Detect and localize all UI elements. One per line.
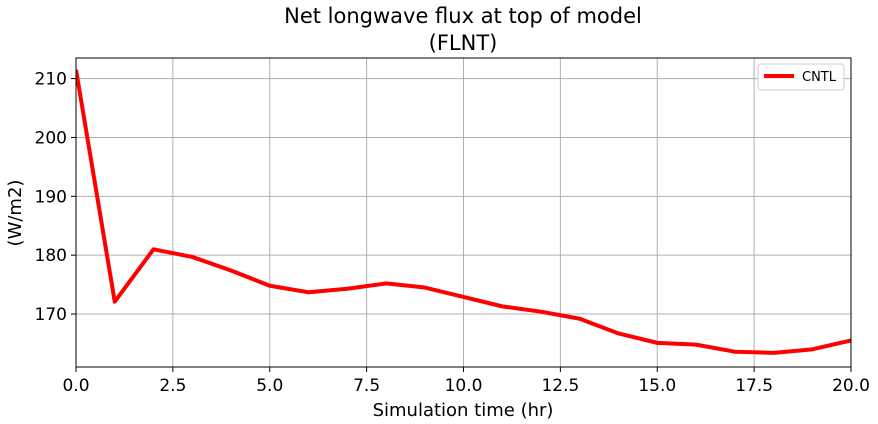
y-axis-label: (W/m2) xyxy=(5,180,26,247)
x-tick-label: 12.5 xyxy=(541,376,579,396)
y-tick-label: 200 xyxy=(35,128,67,148)
x-tick-label: 0.0 xyxy=(62,376,89,396)
x-tick-label: 17.5 xyxy=(735,376,773,396)
x-tick-label: 20.0 xyxy=(832,376,870,396)
x-tick-label: 7.5 xyxy=(353,376,380,396)
legend-box xyxy=(757,63,845,91)
x-tick-label: 5.0 xyxy=(256,376,283,396)
legend: CNTL xyxy=(757,63,845,91)
grid xyxy=(75,58,852,367)
ticks: 0.0 2.5 5.0 7.5 10.0 12.5 15.0 17.5 20.0 170 180 19… xyxy=(35,70,870,396)
series-line-cntl xyxy=(76,69,851,355)
x-axis-label: Simulation time (hr) xyxy=(373,400,554,421)
legend-label-cntl: CNTL xyxy=(802,70,837,85)
x-tick-label: 10.0 xyxy=(445,376,483,396)
chart-title: Net longwave flux at top of model xyxy=(284,4,642,28)
y-tick-label: 180 xyxy=(35,246,67,266)
x-tick-label: 2.5 xyxy=(159,376,186,396)
x-tick-label: 15.0 xyxy=(638,376,676,396)
chart-subtitle: (FLNT) xyxy=(429,31,498,55)
series-layer xyxy=(76,69,851,355)
y-tick-label: 190 xyxy=(35,187,67,207)
y-tick-label: 210 xyxy=(35,70,67,90)
y-tick-label: 170 xyxy=(35,305,67,325)
